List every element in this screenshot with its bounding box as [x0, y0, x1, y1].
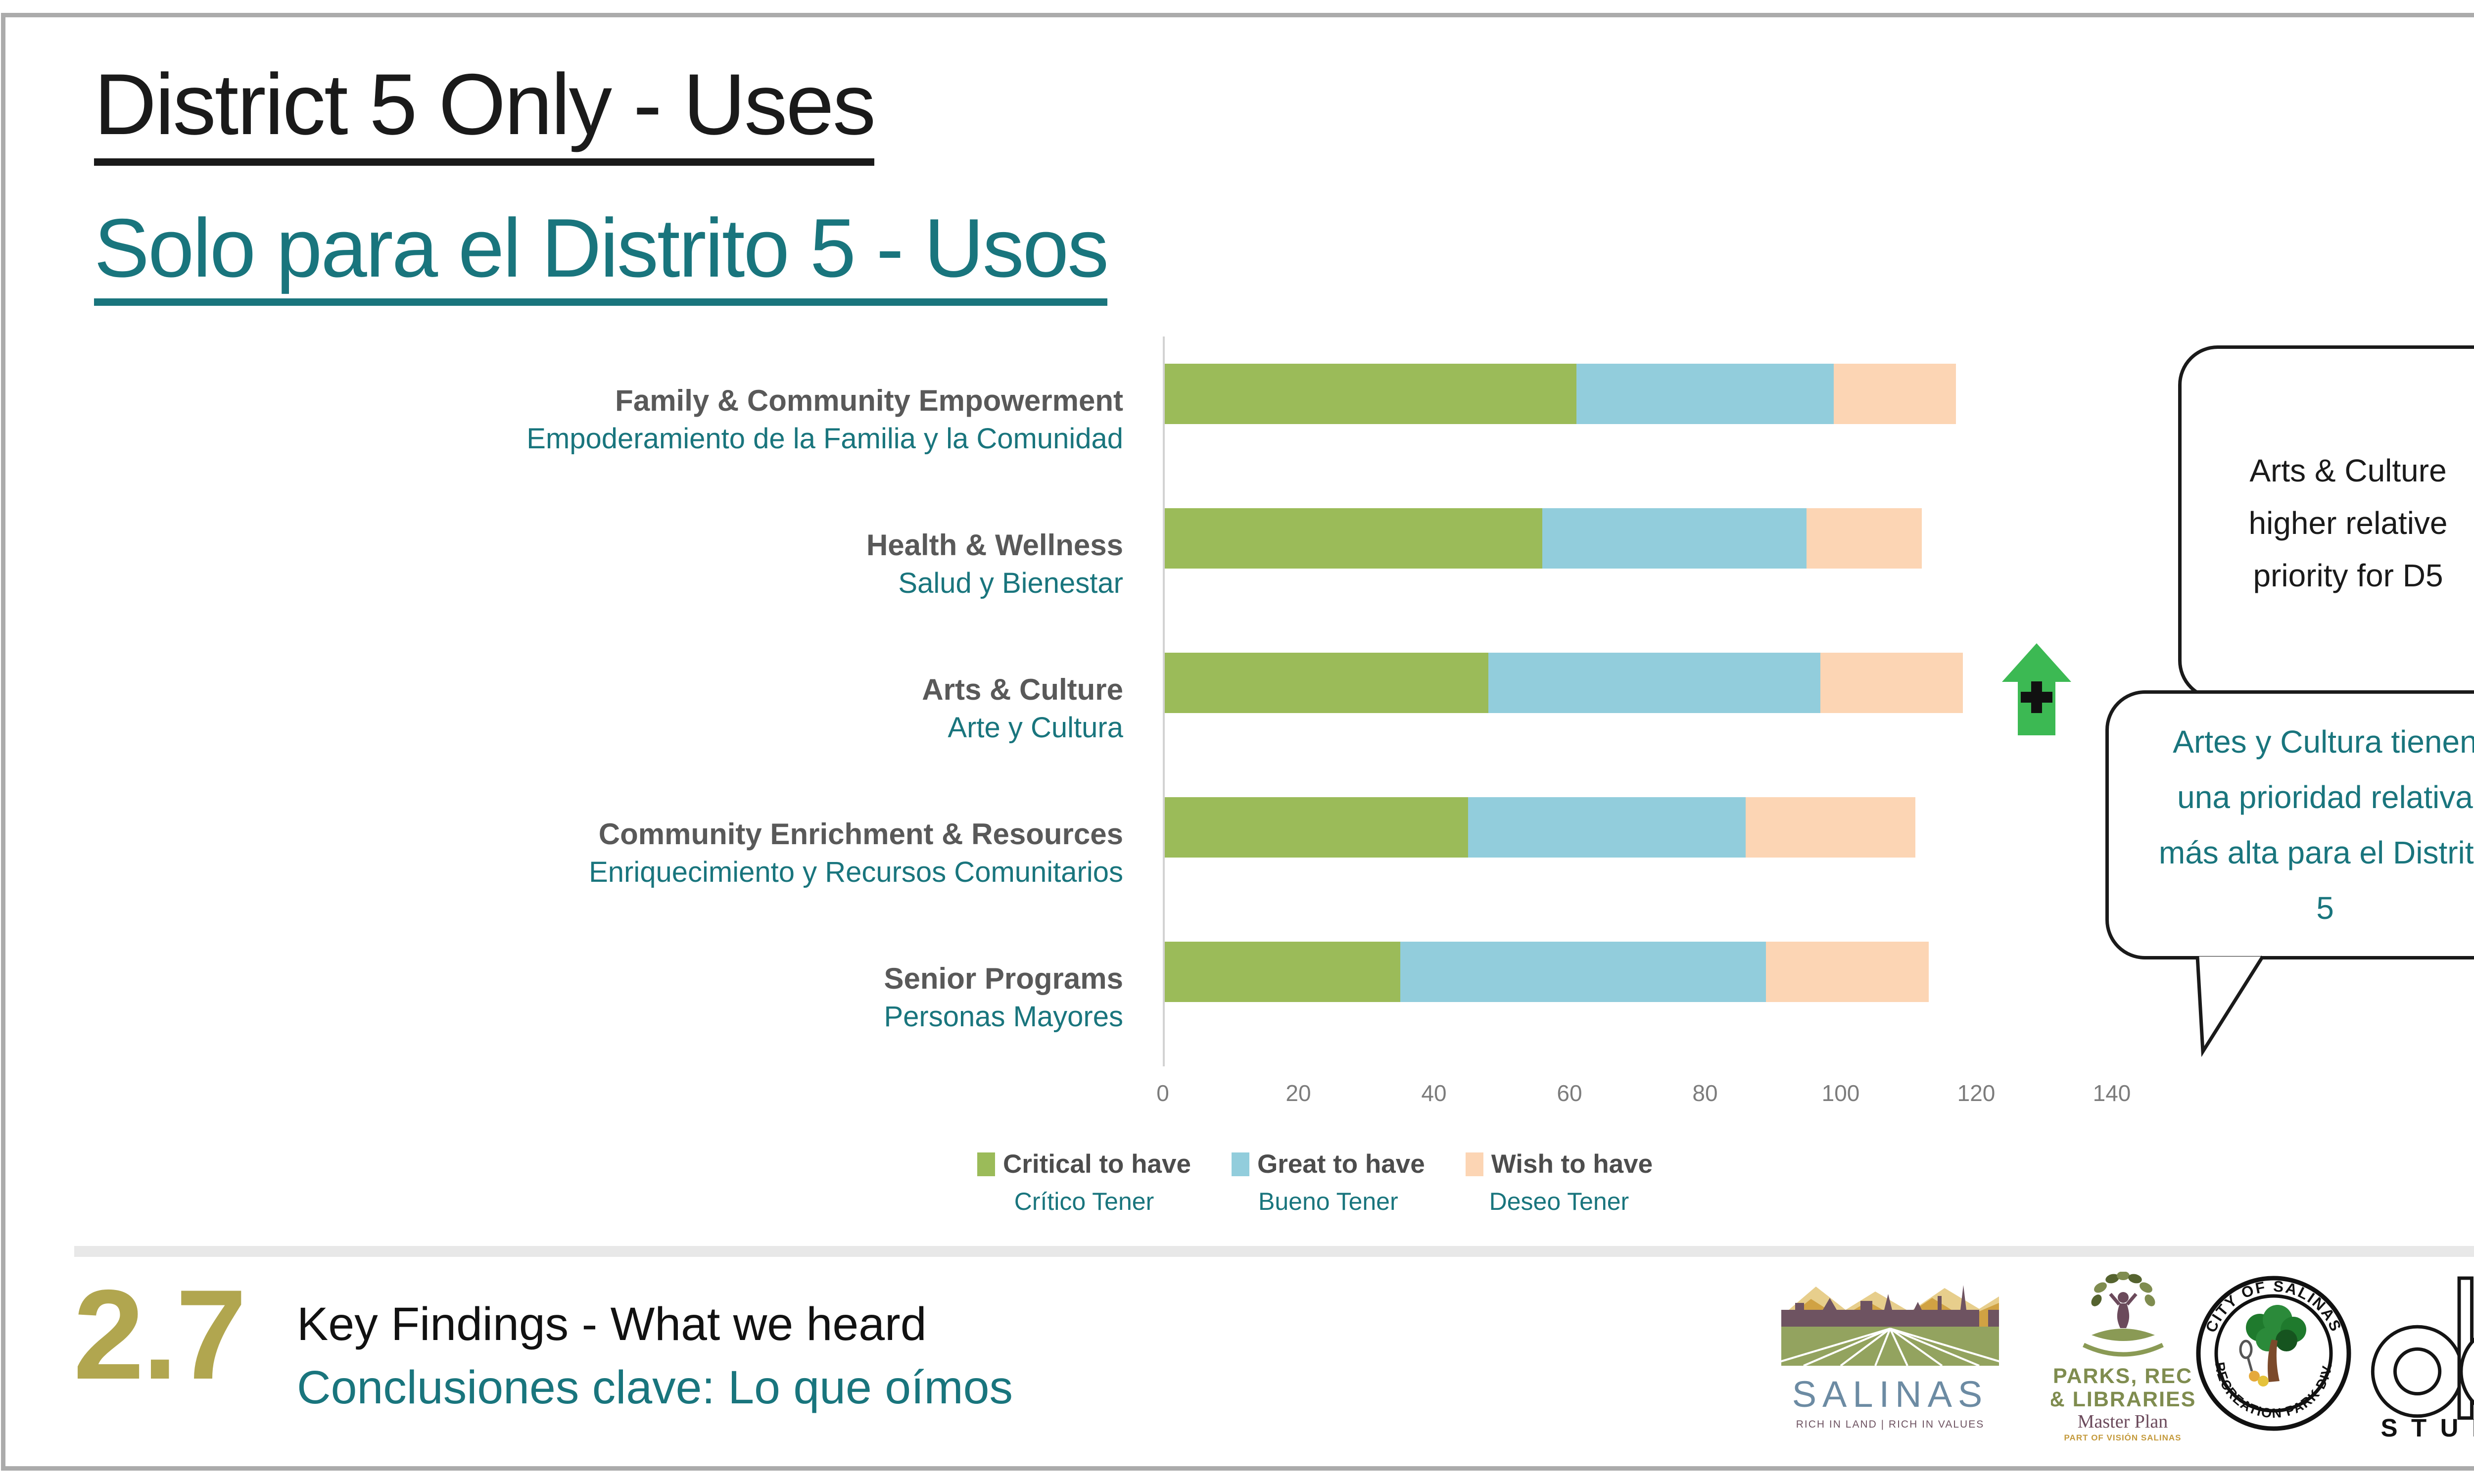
footer-divider	[74, 1246, 2474, 1257]
parks-logo-line3: Master Plan	[2078, 1411, 2168, 1432]
y-axis-line	[1163, 336, 1165, 1066]
category-label: Community Enrichment & Resources Enriquec…	[99, 817, 1163, 888]
parks-logo-line2: & LIBRARIES	[2051, 1388, 2194, 1411]
legend-swatch	[977, 1152, 995, 1176]
bar-segment-great-to-have	[1576, 364, 1834, 424]
category-label-spanish: Personas Mayores	[884, 1001, 1123, 1033]
x-axis-tick-label: 40	[1421, 1080, 1447, 1106]
legend-label-english: Critical to have	[1003, 1149, 1191, 1179]
category-label-english: Senior Programs	[884, 962, 1124, 995]
chart-row: Family & Community Empowerment Empoderami…	[99, 364, 2180, 455]
footer-heading-english: Key Findings - What we heard	[297, 1298, 927, 1350]
legend-item: Great to have Bueno Tener	[1231, 1149, 1425, 1216]
page-title-english: District 5 Only - Uses	[94, 59, 876, 166]
speech-bubble-spanish-text: Artes y Cultura tienen una prioridad rel…	[2158, 724, 2474, 926]
x-axis-tick-label: 20	[1285, 1080, 1311, 1106]
parks-tree-icon	[2083, 1272, 2164, 1357]
category-label-english: Health & Wellness	[866, 528, 1123, 562]
footer-headings: Key Findings - What we heard Conclusione…	[297, 1293, 1013, 1419]
speech-bubble-spanish-tail	[2195, 956, 2264, 1057]
bar-segment-wish-to-have	[1807, 508, 1922, 569]
legend-label-english: Great to have	[1257, 1149, 1425, 1179]
speech-bubble-english: Arts & Culture higher relative priority …	[2178, 345, 2474, 700]
bar-segment-great-to-have	[1488, 653, 1820, 713]
legend-item: Wish to have Deseo Tener	[1465, 1149, 1653, 1216]
chart-row: Arts & Culture Arte y Cultura	[99, 653, 2180, 744]
x-axis-tick-label: 60	[1557, 1080, 1582, 1106]
bar-segment-wish-to-have	[1834, 364, 1956, 424]
legend-label-spanish: Deseo Tener	[1489, 1188, 1629, 1215]
x-axis-ticks: 0 20 40 60 80 100 120 140	[1156, 1080, 2180, 1114]
bar-track	[1163, 653, 2180, 713]
legend-item: Critical to have Crítico Tener	[977, 1149, 1191, 1216]
bar-segment-great-to-have	[1542, 508, 1807, 569]
city-of-salinas-seal: CITY OF SALINAS RECREATION PARK DIV.	[2196, 1276, 2351, 1431]
category-label-english: Arts & Culture	[922, 673, 1123, 706]
chart-row: Health & Wellness Salud y Bienestar	[99, 508, 2180, 599]
plus-icon	[2021, 681, 2052, 713]
chart-rows: Family & Community Empowerment Empoderami…	[99, 336, 2180, 1066]
category-label: Arts & Culture Arte y Cultura	[99, 673, 1163, 744]
aba-studios-logo: STUDIOS	[2371, 1276, 2474, 1439]
bar-segment-critical-to-have	[1163, 942, 1400, 1002]
bar-track	[1163, 942, 2180, 1002]
bar-segment-great-to-have	[1400, 942, 1766, 1002]
category-label: Family & Community Empowerment Empoderami…	[99, 384, 1163, 455]
bar-segment-wish-to-have	[1820, 653, 1963, 713]
category-label-spanish: Salud y Bienestar	[898, 567, 1123, 599]
bar-segment-great-to-have	[1468, 797, 1746, 858]
category-label-english: Community Enrichment & Resources	[598, 817, 1123, 851]
increase-arrow-icon	[2002, 643, 2071, 735]
parks-logo-line1: PARKS, REC	[2053, 1364, 2192, 1388]
x-axis-tick-label: 0	[1156, 1080, 1169, 1106]
salinas-logo: SALINAS RICH IN LAND | RICH IN VALUES	[1781, 1285, 1999, 1430]
parks-rec-libraries-logo: PARKS, REC & LIBRARIES Master Plan PART …	[2051, 1272, 2194, 1442]
bar-segment-critical-to-have	[1163, 797, 1468, 858]
bar-segment-wish-to-have	[1746, 797, 1915, 858]
legend-label-spanish: Crítico Tener	[1014, 1188, 1154, 1215]
seal-tree-icon	[2239, 1305, 2306, 1387]
section-number: 2.7	[73, 1263, 247, 1406]
category-label: Health & Wellness Salud y Bienestar	[99, 528, 1163, 599]
aba-studios-text: STUDIOS	[2380, 1414, 2474, 1439]
x-axis-tick-label: 120	[1957, 1080, 1996, 1106]
category-label-spanish: Empoderamiento de la Familia y la Comuni…	[526, 423, 1123, 455]
salinas-logo-name: SALINAS	[1792, 1374, 1989, 1415]
bar-track	[1163, 364, 2180, 424]
bar-track	[1163, 508, 2180, 569]
bar-segment-critical-to-have	[1163, 653, 1488, 713]
slide-border	[1, 13, 2474, 1471]
chart-row: Senior Programs Personas Mayores	[99, 942, 2180, 1033]
legend-label-english: Wish to have	[1491, 1149, 1653, 1179]
page-title-spanish: Solo para el Distrito 5 - Usos	[94, 204, 1109, 306]
chart-row: Community Enrichment & Resources Enriquec…	[99, 797, 2180, 888]
x-axis-tick-label: 100	[1821, 1080, 1860, 1106]
salinas-logo-tagline: RICH IN LAND | RICH IN VALUES	[1796, 1419, 1984, 1430]
bar-segment-wish-to-have	[1766, 942, 1929, 1002]
chart-legend: Critical to have Crítico Tener Great to ha…	[977, 1149, 1653, 1216]
category-label: Senior Programs Personas Mayores	[99, 962, 1163, 1033]
speech-bubble-spanish: Artes y Cultura tienen una prioridad rel…	[2105, 690, 2474, 959]
stacked-bar-chart: Family & Community Empowerment Empoderami…	[99, 336, 2180, 1066]
speech-bubble-english-text: Arts & Culture higher relative priority …	[2248, 452, 2448, 593]
category-label-spanish: Enriquecimiento y Recursos Comunitarios	[589, 856, 1123, 888]
category-label-spanish: Arte y Cultura	[948, 712, 1123, 744]
footer-heading-spanish: Conclusiones clave: Lo que oímos	[297, 1361, 1013, 1414]
aba-letters-icon	[2371, 1276, 2474, 1420]
legend-swatch	[1465, 1152, 1483, 1176]
legend-swatch	[1231, 1152, 1249, 1176]
x-axis-tick-label: 80	[1692, 1080, 1718, 1106]
x-axis-tick-label: 140	[2093, 1080, 2131, 1106]
title-block: District 5 Only - Uses Solo para el Dist…	[94, 59, 1109, 306]
category-label-english: Family & Community Empowerment	[615, 384, 1123, 417]
bar-segment-critical-to-have	[1163, 364, 1576, 424]
parks-logo-line4: PART OF VISIÓN SALINAS	[2064, 1433, 2181, 1442]
legend-label-spanish: Bueno Tener	[1258, 1188, 1398, 1215]
bar-track	[1163, 797, 2180, 858]
bar-segment-critical-to-have	[1163, 508, 1543, 569]
